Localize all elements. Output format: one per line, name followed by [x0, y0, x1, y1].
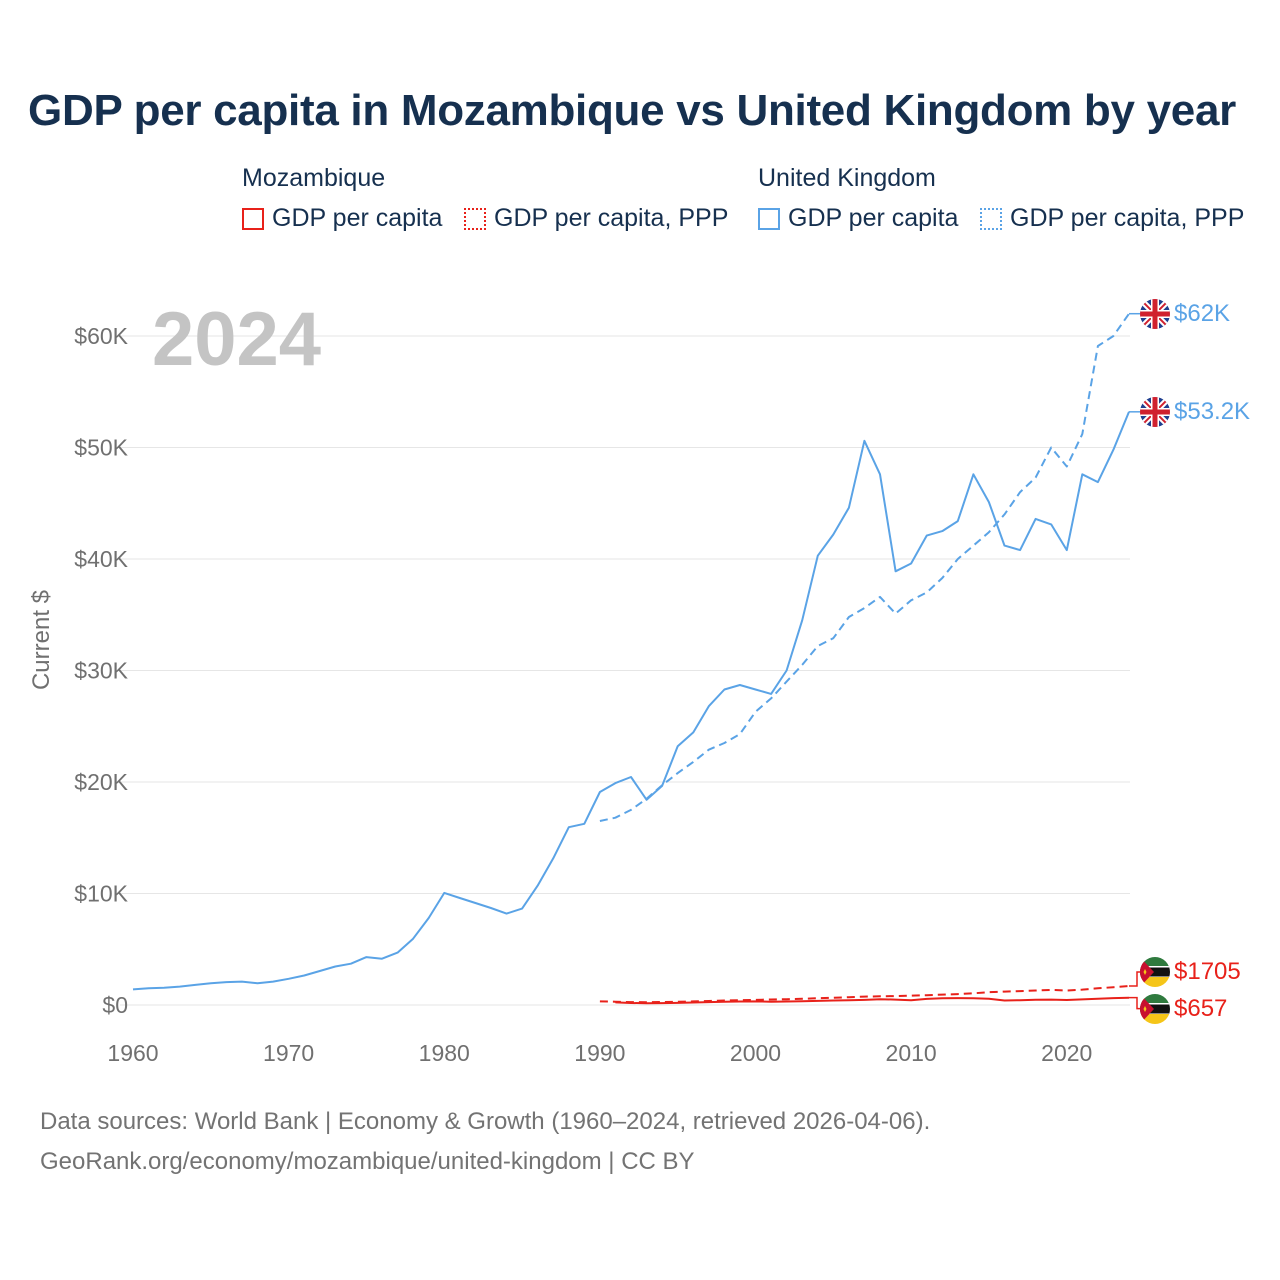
series-line-0	[132, 411, 1130, 991]
end-label-uk-ppp: $62K	[1174, 299, 1231, 327]
source-line-2[interactable]: GeoRank.org/economy/mozambique/united-ki…	[40, 1148, 695, 1175]
united-kingdom-flag-icon	[1140, 298, 1170, 329]
x-tick-label: 1990	[574, 1040, 625, 1066]
y-tick-label: $60K	[74, 323, 128, 349]
x-tick-label: 2000	[730, 1040, 781, 1066]
y-tick-label: $40K	[74, 546, 128, 572]
y-tick-label: $10K	[74, 881, 128, 907]
legend-item-mozambique-gdp[interactable]: GDP per capita	[242, 204, 442, 233]
chart-title: GDP per capita in Mozambique vs United K…	[28, 86, 1236, 135]
legend-label: GDP per capita	[272, 204, 443, 232]
x-tick-label: 1980	[419, 1040, 470, 1066]
series-line-1	[599, 313, 1130, 822]
y-tick-label: $50K	[74, 435, 128, 461]
x-tick-label: 1970	[263, 1040, 314, 1066]
y-axis-title: Current $	[28, 589, 55, 691]
legend-item-uk-ppp[interactable]: GDP per capita, PPP	[980, 204, 1244, 233]
end-label-uk-gdp: $53.2K	[1174, 397, 1251, 425]
legend-group-united-kingdom: United Kingdom	[758, 164, 936, 192]
series-line-2	[615, 996, 1130, 1005]
y-tick-label: $30K	[74, 658, 128, 684]
source-line-1: Data sources: World Bank | Economy & Gro…	[40, 1108, 931, 1135]
legend-item-uk-gdp[interactable]: GDP per capita	[758, 204, 958, 233]
series-line-3	[599, 985, 1130, 1004]
x-tick-label: 1960	[107, 1040, 158, 1066]
mozambique-flag-icon	[1140, 956, 1170, 987]
legend-label: GDP per capita	[788, 204, 959, 232]
legend-item-mozambique-ppp[interactable]: GDP per capita, PPP	[464, 204, 728, 233]
united-kingdom-flag-icon	[1140, 396, 1170, 427]
y-tick-label: $0	[102, 992, 128, 1018]
end-label-mozambique-ppp: $1705	[1174, 957, 1241, 985]
legend-group-mozambique: Mozambique	[242, 164, 386, 192]
legend-swatch-solid-blue	[758, 207, 780, 230]
end-label-mozambique-gdp: $657	[1174, 994, 1228, 1022]
x-tick-label: 2020	[1041, 1040, 1092, 1066]
legend-swatch-dotted-red	[464, 207, 486, 230]
y-tick-label: $20K	[74, 769, 128, 795]
legend-label: GDP per capita, PPP	[494, 204, 729, 232]
legend-label: GDP per capita, PPP	[1010, 204, 1245, 232]
legend-swatch-solid-red	[242, 207, 264, 230]
legend-swatch-dotted-blue	[980, 207, 1002, 230]
mozambique-flag-icon	[1140, 993, 1170, 1024]
x-tick-label: 2010	[886, 1040, 937, 1066]
year-watermark: 2024	[152, 297, 322, 382]
